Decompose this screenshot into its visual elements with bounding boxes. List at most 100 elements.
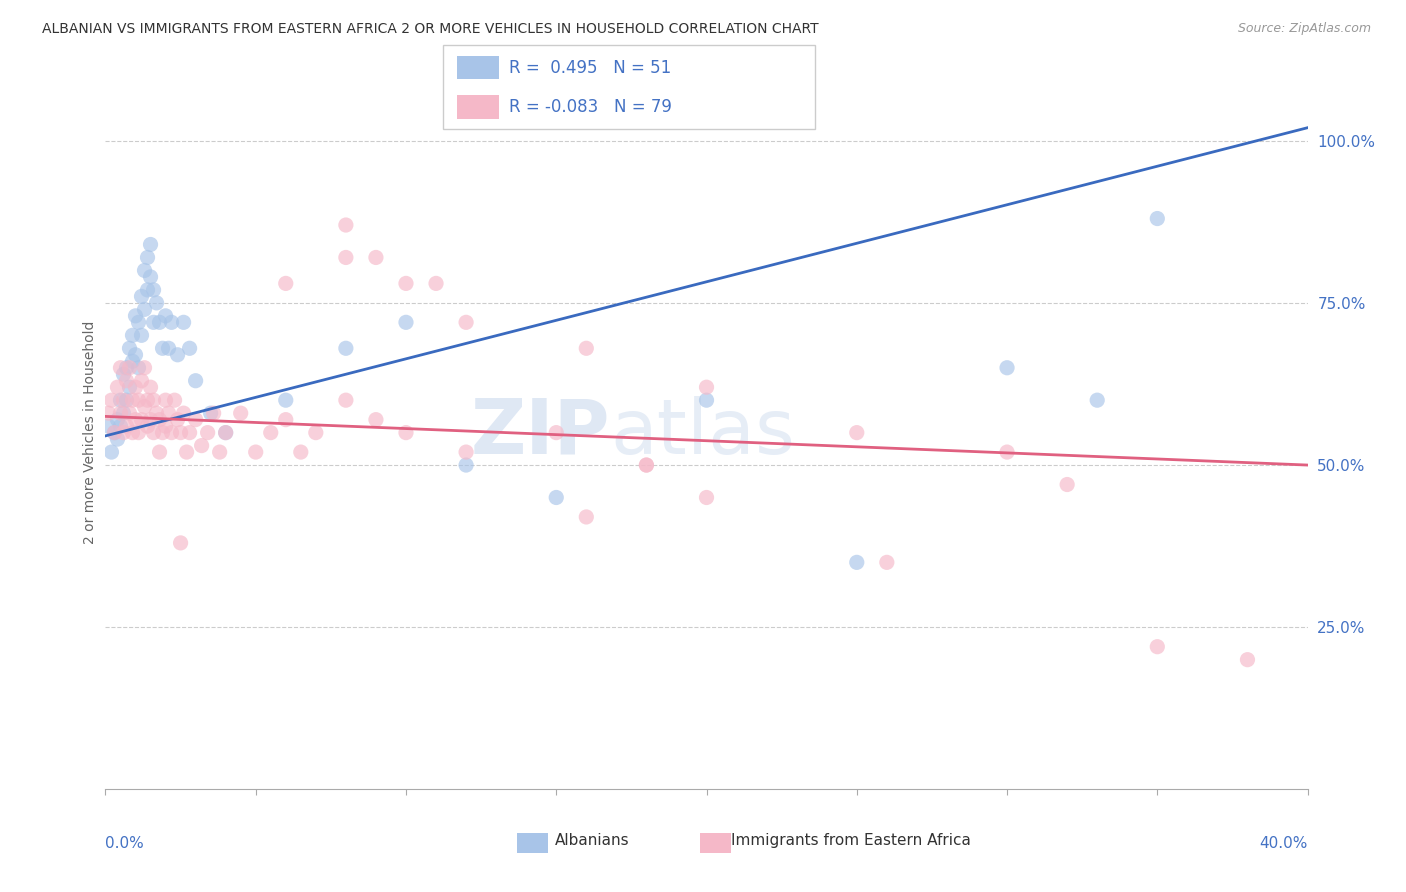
Point <box>142 393 165 408</box>
Point <box>124 380 146 394</box>
Point <box>155 309 177 323</box>
Point <box>184 374 207 388</box>
Point <box>112 393 135 408</box>
Point <box>169 425 191 440</box>
Y-axis label: 2 or more Vehicles in Household: 2 or more Vehicles in Household <box>83 321 97 544</box>
Point <box>139 269 162 284</box>
Point <box>335 251 357 265</box>
Point <box>100 393 122 408</box>
Point <box>696 380 718 394</box>
Point <box>229 406 252 420</box>
Point <box>335 218 357 232</box>
Point <box>110 393 132 408</box>
Point <box>636 458 658 472</box>
Point <box>97 419 120 434</box>
Point <box>134 263 156 277</box>
Point <box>103 425 125 440</box>
Text: atlas: atlas <box>610 396 796 469</box>
Point <box>1146 640 1168 654</box>
Point <box>139 237 162 252</box>
Text: Immigrants from Eastern Africa: Immigrants from Eastern Africa <box>731 833 972 847</box>
Point <box>575 510 598 524</box>
Point <box>1146 211 1168 226</box>
Point <box>179 425 201 440</box>
Point <box>115 374 138 388</box>
Point <box>169 536 191 550</box>
Text: R = -0.083   N = 79: R = -0.083 N = 79 <box>509 98 672 116</box>
Point <box>136 393 159 408</box>
Point <box>274 412 297 426</box>
Point <box>118 360 141 375</box>
Point <box>425 277 447 291</box>
Point <box>173 315 195 329</box>
Point <box>107 380 129 394</box>
Point <box>118 341 141 355</box>
Point <box>145 296 167 310</box>
Point <box>245 445 267 459</box>
Point <box>696 393 718 408</box>
Point <box>139 412 162 426</box>
Point <box>260 425 283 440</box>
Point <box>118 406 141 420</box>
Point <box>335 341 357 355</box>
Point <box>100 445 122 459</box>
Point <box>115 360 138 375</box>
Point <box>995 360 1018 375</box>
Text: ZIP: ZIP <box>471 396 610 469</box>
Point <box>134 302 156 317</box>
Point <box>274 277 297 291</box>
Point <box>1056 477 1078 491</box>
Point <box>128 360 150 375</box>
Point <box>110 360 132 375</box>
Point <box>131 328 153 343</box>
Point <box>696 491 718 505</box>
Text: Source: ZipAtlas.com: Source: ZipAtlas.com <box>1237 22 1371 36</box>
Point <box>128 393 150 408</box>
Point <box>202 406 225 420</box>
Point <box>115 393 138 408</box>
Text: Albanians: Albanians <box>555 833 630 847</box>
Point <box>136 283 159 297</box>
Point <box>179 341 201 355</box>
Point <box>364 412 387 426</box>
Point <box>121 328 143 343</box>
Point <box>148 315 170 329</box>
Point <box>290 445 312 459</box>
Point <box>124 348 146 362</box>
Point <box>121 393 143 408</box>
Point <box>112 425 135 440</box>
Point <box>845 425 868 440</box>
Point <box>118 380 141 394</box>
Point <box>155 393 177 408</box>
Point <box>136 419 159 434</box>
Point <box>305 425 328 440</box>
Point <box>214 425 236 440</box>
Point <box>274 393 297 408</box>
Point <box>155 419 177 434</box>
Point <box>121 354 143 368</box>
Point <box>128 425 150 440</box>
Point <box>107 412 129 426</box>
Point <box>995 445 1018 459</box>
Point <box>134 360 156 375</box>
Point <box>395 315 418 329</box>
Point <box>124 412 146 426</box>
Point <box>364 251 387 265</box>
Point <box>142 425 165 440</box>
Point <box>134 400 156 414</box>
Text: R =  0.495   N = 51: R = 0.495 N = 51 <box>509 59 671 77</box>
Point <box>546 491 568 505</box>
Point <box>131 289 153 303</box>
Point <box>131 412 153 426</box>
Point <box>454 458 477 472</box>
Text: 0.0%: 0.0% <box>105 836 145 851</box>
Point <box>845 555 868 569</box>
Point <box>636 458 658 472</box>
Point <box>1085 393 1108 408</box>
Point <box>876 555 898 569</box>
Point <box>131 374 153 388</box>
Point <box>214 425 236 440</box>
Point <box>128 315 150 329</box>
Point <box>115 419 138 434</box>
Point <box>208 445 231 459</box>
